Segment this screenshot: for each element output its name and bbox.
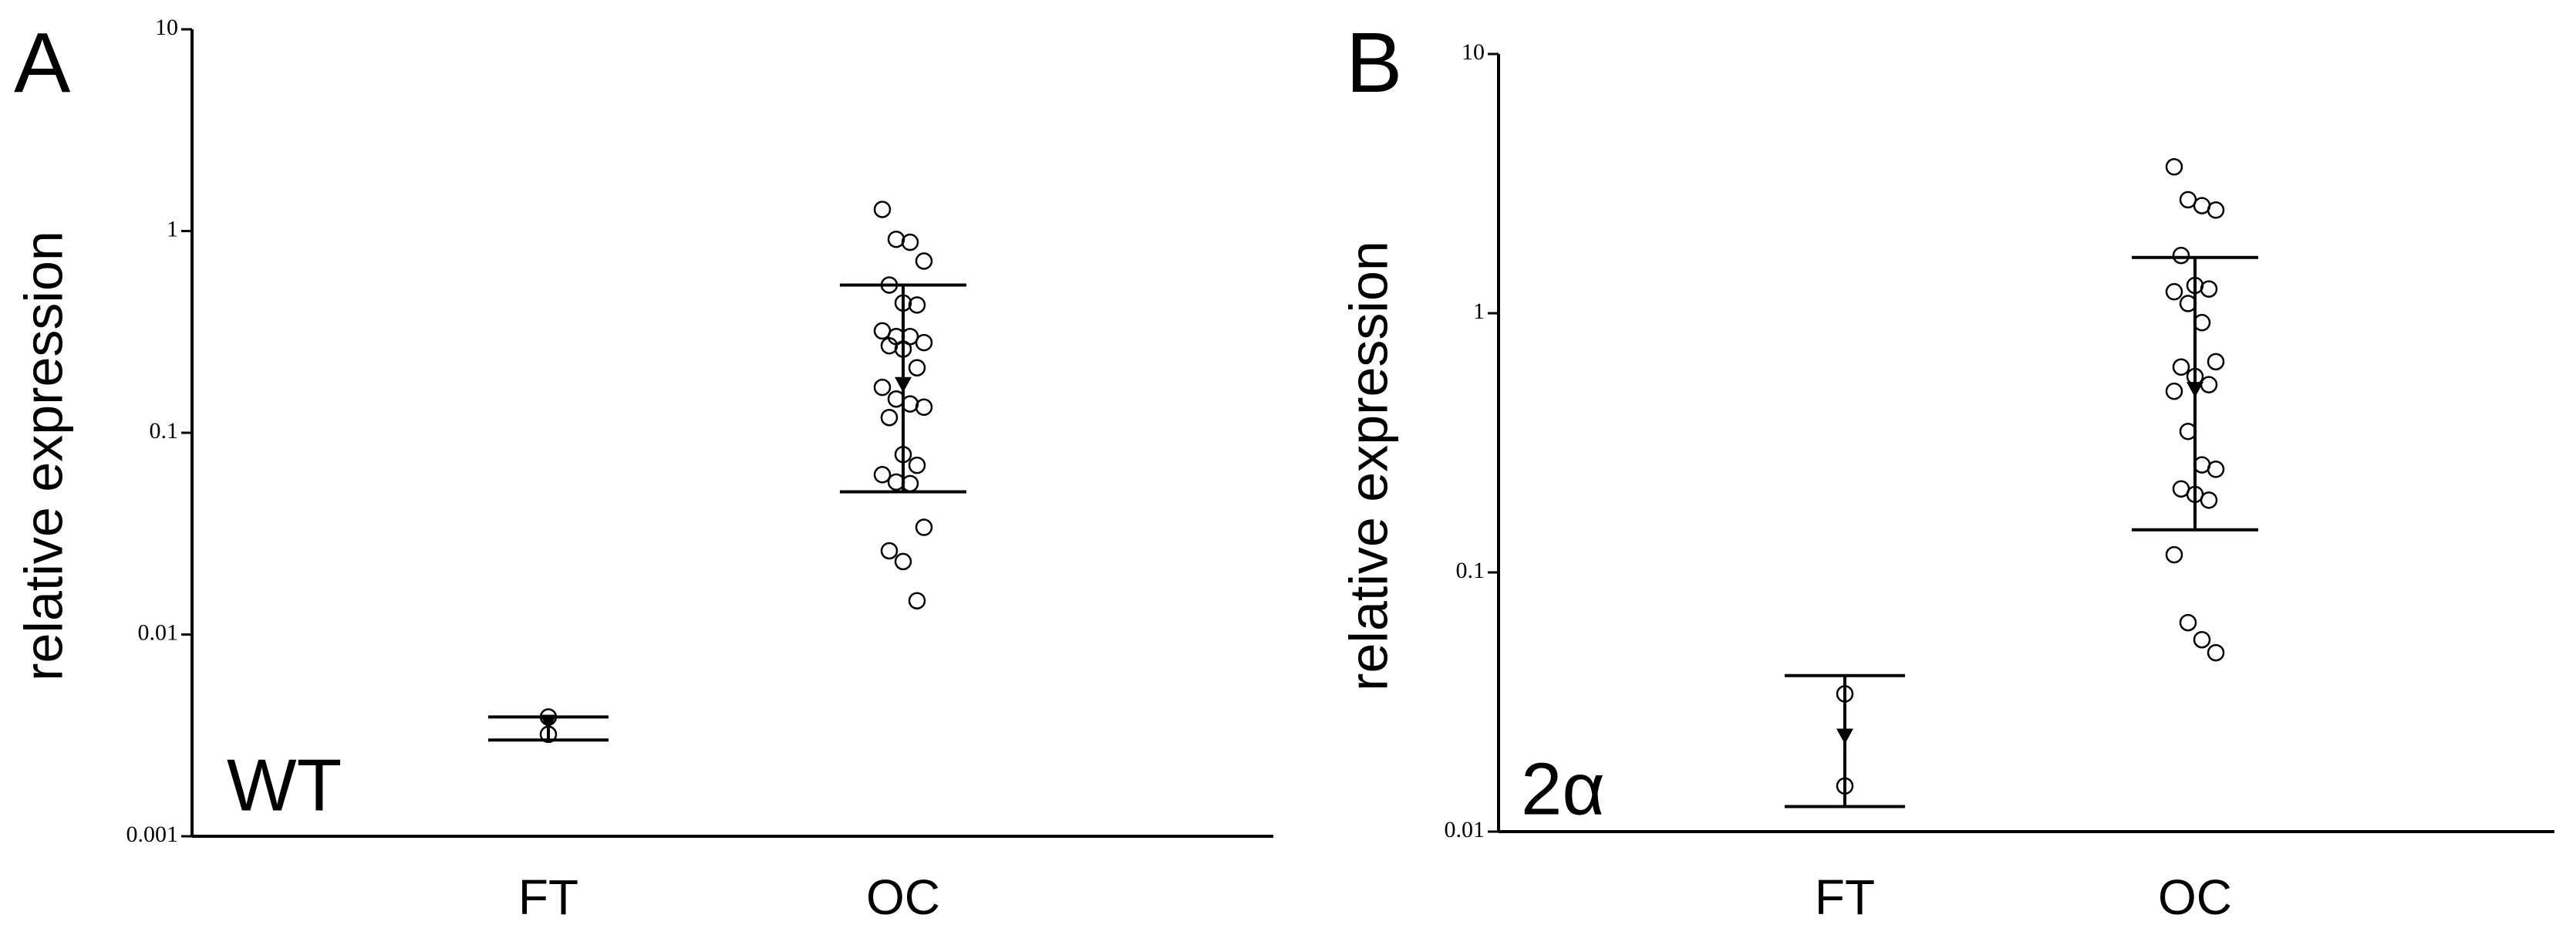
data-point	[887, 473, 905, 491]
y-tick-label: 1	[1473, 299, 1485, 324]
data-point	[908, 296, 926, 314]
data-point	[894, 294, 912, 312]
y-axis-label: relative expression	[1338, 241, 1398, 691]
data-point	[873, 201, 892, 218]
data-point	[894, 340, 912, 358]
y-tick-label: 0.01	[1445, 817, 1485, 842]
data-point	[915, 333, 933, 352]
data-point	[2172, 246, 2190, 265]
data-point	[2207, 201, 2225, 219]
data-point	[2200, 376, 2218, 393]
x-tick-label: FT	[1815, 869, 1875, 925]
data-point	[1836, 685, 1854, 703]
data-point	[908, 456, 926, 474]
data-point	[2193, 313, 2211, 332]
data-point	[915, 518, 933, 536]
y-tick-label: 10	[155, 15, 178, 40]
data-point	[2193, 630, 2211, 649]
data-point	[2165, 158, 2183, 176]
y-tick-label: 10	[1462, 39, 1485, 65]
data-point	[2172, 358, 2190, 376]
mean-marker	[2187, 382, 2203, 398]
mean-marker	[1836, 728, 1853, 744]
data-point	[901, 474, 919, 493]
y-tick-label: 0.01	[138, 619, 179, 645]
data-point	[2207, 643, 2225, 662]
x-tick-label: FT	[518, 869, 578, 925]
data-point	[901, 233, 919, 251]
mean-marker	[540, 714, 557, 731]
data-point	[2200, 491, 2218, 509]
data-point	[2207, 461, 2225, 478]
data-point	[2179, 422, 2197, 440]
y-tick-label: 0.1	[1456, 558, 1485, 583]
y-axis-label: relative expression	[13, 231, 73, 681]
panel-letter: A	[14, 15, 71, 110]
data-point	[2165, 545, 2183, 564]
data-point	[2165, 382, 2183, 400]
data-point	[894, 445, 912, 464]
data-point	[2179, 295, 2197, 312]
data-point	[2200, 280, 2218, 298]
y-tick-label: 0.001	[126, 822, 179, 847]
data-point	[2179, 613, 2197, 632]
data-point	[873, 466, 892, 484]
data-point	[908, 592, 926, 609]
data-point	[915, 398, 933, 417]
panel-letter: B	[1346, 15, 1402, 110]
y-tick-label: 0.1	[150, 418, 179, 444]
data-point	[915, 252, 933, 270]
data-point	[873, 378, 892, 397]
group-label: 2α	[1521, 748, 1605, 830]
y-tick-label: 1	[167, 216, 178, 241]
group-label: WT	[227, 744, 342, 826]
data-point	[894, 552, 912, 571]
data-point	[2207, 353, 2225, 371]
x-tick-label: OC	[866, 869, 940, 925]
x-tick-label: OC	[2158, 869, 2232, 925]
data-point	[880, 276, 899, 294]
data-point	[2165, 282, 2183, 301]
data-point	[887, 230, 905, 248]
data-point	[908, 359, 926, 376]
mean-marker	[895, 376, 912, 393]
data-point	[1836, 777, 1854, 795]
data-point	[880, 408, 899, 427]
data-point	[880, 542, 899, 560]
